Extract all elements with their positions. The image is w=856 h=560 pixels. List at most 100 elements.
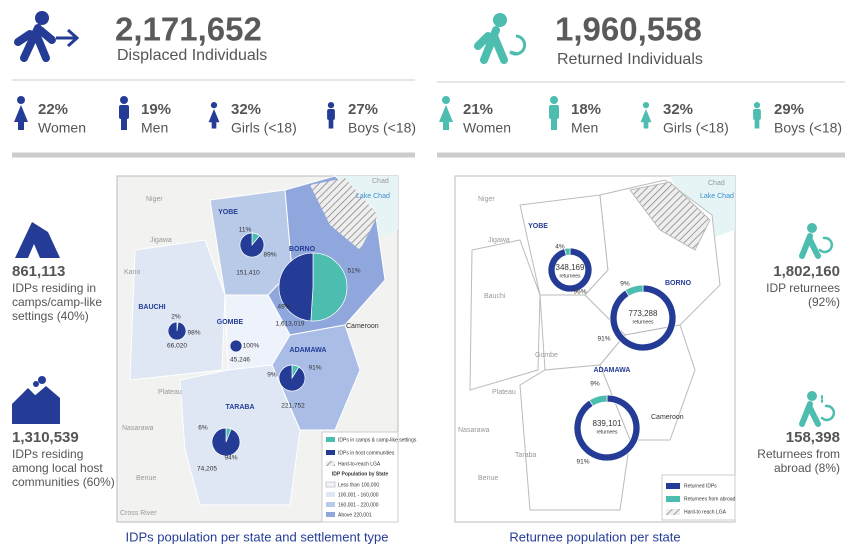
pie-label: 2% — [171, 314, 181, 321]
map-caption: IDPs population per state and settlement… — [125, 529, 388, 544]
place-label: Kano — [124, 269, 140, 276]
demographic-group: Women — [38, 120, 86, 136]
state-name: YOBE — [218, 209, 238, 216]
pie-segment — [167, 321, 187, 341]
place-label: Taraba — [515, 452, 537, 459]
person-icon — [119, 96, 129, 130]
stat-value: 158,398 — [786, 429, 840, 446]
pie-segment — [564, 247, 571, 256]
pie-label: 9% — [620, 281, 630, 288]
place-label: Plateau — [158, 389, 182, 396]
legend-label: Returnees from abroad — [684, 496, 736, 502]
state-total: 45,246 — [230, 357, 250, 364]
stat-value: 1,802,160 — [773, 263, 840, 280]
state-total: 66,020 — [167, 343, 187, 350]
returnee-icon — [474, 13, 527, 64]
pie-label: 51% — [347, 268, 360, 275]
legend-label: Less than 100,000 — [338, 482, 379, 488]
stat-text: among local host — [12, 461, 103, 475]
legend-label: Above 220,001 — [338, 512, 372, 518]
pie-segment — [211, 427, 241, 457]
demographic-group: Women — [463, 120, 511, 136]
state-name: TARABA — [225, 404, 254, 411]
state-total: 773,288 — [629, 309, 658, 318]
state-total: 74,205 — [197, 466, 217, 473]
legend-label: IDPs in camps & camp-like settings — [338, 437, 417, 443]
pie-label: 89% — [263, 252, 276, 259]
returnee-total: 1,960,558 — [555, 11, 702, 48]
map-caption: Returnee population per state — [509, 529, 680, 544]
place-label: Niger — [146, 196, 163, 203]
state-name: GOMBE — [217, 319, 244, 326]
state-total: 151,410 — [236, 270, 260, 277]
demographic-pct: 18% — [571, 101, 601, 118]
idp-label: Displaced Individuals — [117, 47, 267, 64]
pie-label: 100% — [243, 343, 260, 350]
demographic-group: Girls (<18) — [663, 120, 729, 136]
demographic-pct: 32% — [231, 101, 261, 118]
legend-label: 160,001 - 220,000 — [338, 502, 379, 508]
pie-label: 49% — [277, 304, 290, 311]
returnee-map — [454, 175, 736, 523]
place-label: Jigawa — [488, 237, 510, 244]
legend-heading: IDP Population by State — [332, 471, 389, 477]
place-label: Gombe — [535, 352, 558, 359]
pie-segment — [588, 394, 608, 407]
stat-value: 861,113 — [12, 263, 65, 280]
demographic-group: Girls (<18) — [231, 120, 297, 136]
returnee-label: Returned Individuals — [557, 51, 703, 68]
demographic-pct: 22% — [38, 101, 68, 118]
stat-text: IDPs residing — [12, 447, 83, 461]
abroad-icon — [799, 391, 836, 427]
stat-text: Returnees from — [757, 447, 840, 461]
pie-label: 91% — [576, 459, 589, 466]
pie-segment — [278, 252, 314, 322]
place-label: Benue — [136, 475, 156, 482]
legend-label: 100,001 - 160,000 — [338, 492, 379, 498]
pie-label: 6% — [198, 425, 208, 432]
demographic-group: Boys (<18) — [348, 120, 416, 136]
idp-icon — [14, 11, 80, 62]
pie-label: 11% — [239, 227, 252, 234]
demographic-pct: 27% — [348, 101, 378, 118]
person-icon — [439, 96, 453, 130]
pie-label: 9% — [267, 372, 277, 379]
legend-label: Hard-to-reach LGA — [338, 461, 381, 467]
stat-text: IDPs residing in — [12, 281, 96, 295]
person-icon — [640, 102, 652, 129]
pie-segment — [239, 232, 265, 258]
demographic-pct: 29% — [774, 101, 804, 118]
state-total: 839,101 — [593, 419, 622, 428]
total-unit: returnees — [596, 429, 618, 435]
state-total: 1,613,019 — [276, 321, 305, 328]
person-icon — [208, 102, 220, 129]
stat-text: abroad (8%) — [774, 461, 840, 475]
pie-segment — [624, 284, 644, 297]
place-label: Cameroon — [651, 414, 684, 421]
place-label: Nasarawa — [458, 427, 490, 434]
state-name: BAUCHI — [138, 304, 165, 311]
legend-label: IDPs in host communities — [338, 450, 395, 456]
house-icon — [12, 376, 60, 424]
pie-label: 94% — [224, 455, 237, 462]
place-label: Plateau — [492, 389, 516, 396]
pie-label: 96% — [573, 289, 586, 296]
state-name: ADAMAWA — [290, 347, 327, 354]
return-icon — [799, 223, 834, 259]
person-icon — [753, 102, 761, 129]
state-name: ADAMAWA — [594, 367, 631, 374]
demographic-pct: 21% — [463, 101, 493, 118]
place-label: Cross River — [120, 510, 157, 517]
demographic-group: Men — [571, 120, 598, 136]
state-total: 348,169 — [556, 263, 585, 272]
place-label: Lake Chad — [700, 193, 734, 200]
place-label: Bauchi — [484, 293, 506, 300]
stat-value: 1,310,539 — [12, 429, 79, 446]
camp-icon — [15, 222, 60, 258]
place-label: Cameroon — [346, 323, 379, 330]
pie-segment — [310, 252, 348, 322]
total-unit: returnees — [559, 273, 581, 279]
place-label: Chad — [708, 180, 725, 187]
place-label: Niger — [478, 196, 495, 203]
idp-total: 2,171,652 — [115, 11, 262, 48]
